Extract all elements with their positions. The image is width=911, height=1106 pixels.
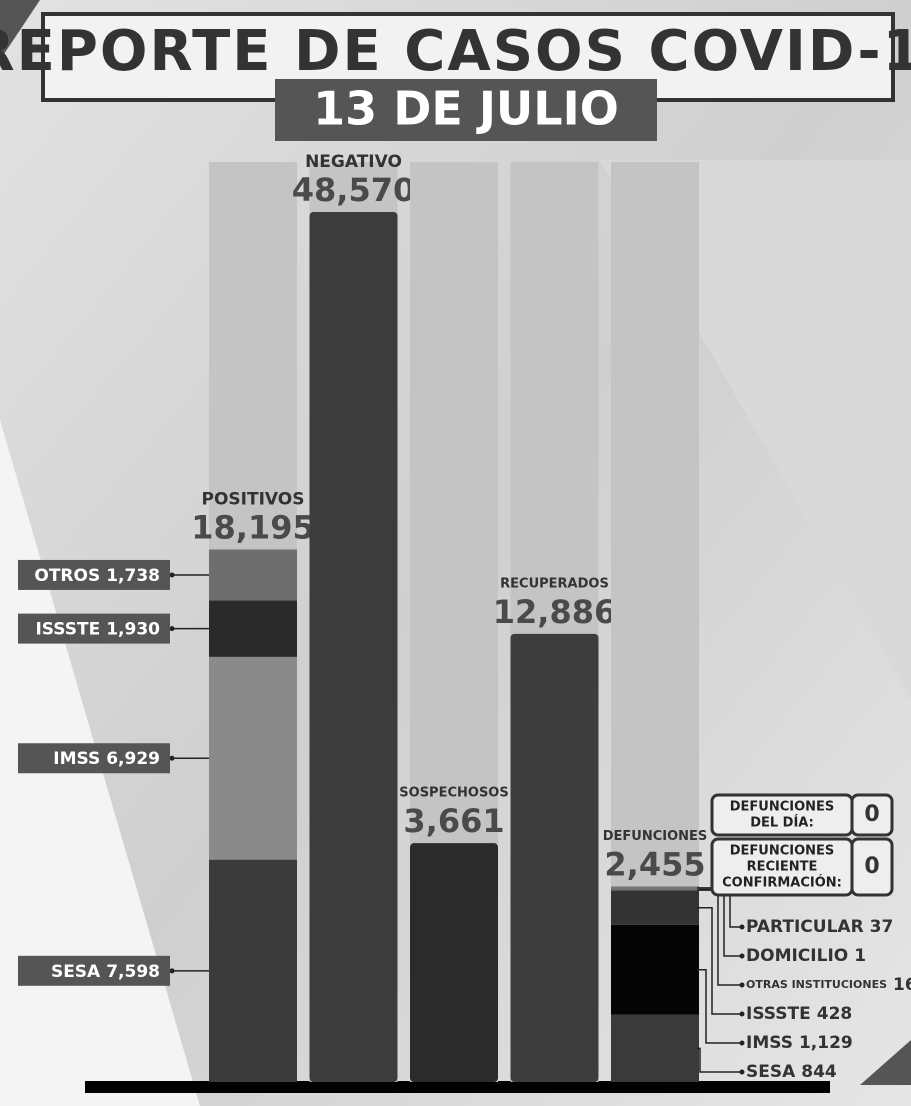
bar-value: 2,455 [604, 845, 705, 883]
table-value: 0 [864, 854, 879, 879]
bar-name: NEGATIVO [305, 152, 402, 172]
bar-name: SOSPECHOSOS [399, 786, 508, 801]
leader-dot [739, 924, 745, 930]
label-name: OTRAS INSTITUCIONES [746, 978, 887, 991]
decor [860, 1040, 911, 1085]
label-name: PARTICULAR [746, 917, 864, 937]
bar-segment [611, 924, 699, 1015]
label-name: SESA [746, 1062, 796, 1082]
label-value: 37 [870, 917, 894, 937]
bar-segment [611, 890, 699, 925]
bar-name: POSITIVOS [202, 490, 305, 510]
leader-dot [169, 572, 175, 578]
label-box [18, 955, 170, 986]
bar-segment [611, 1014, 699, 1082]
bar [510, 633, 599, 1082]
label-value: 1,930 [106, 620, 160, 640]
bar-value: 3,661 [403, 802, 504, 840]
label-value: 1,738 [106, 566, 160, 586]
baseline [85, 1081, 830, 1093]
leader-dot [169, 755, 175, 761]
label-value: 428 [817, 1004, 853, 1024]
segment-label: SESA 844 [746, 1062, 837, 1082]
segment-label: ISSSTE 428 [746, 1004, 852, 1024]
label-value: 16 [893, 975, 911, 995]
leader-dot [739, 953, 745, 959]
segment-label: OTROS 1,738 [34, 566, 160, 586]
leader-line [697, 969, 742, 1044]
label-name: ISSSTE [35, 620, 100, 640]
title: REPORTE DE CASOS COVID-19 [0, 19, 911, 84]
label-name: OTROS [34, 566, 100, 586]
table-label: DEFUNCIONES [730, 800, 835, 815]
bar [309, 212, 398, 1082]
label-name: IMSS [746, 1033, 793, 1053]
label-value: 844 [801, 1062, 837, 1082]
leader-line [697, 1047, 742, 1073]
table-value: 0 [864, 802, 879, 827]
leader-line [697, 907, 742, 1015]
subtitle: 13 DE JULIO [313, 82, 619, 136]
bar-name: DEFUNCIONES [603, 829, 708, 844]
leader-dot [739, 1069, 745, 1075]
bar-segment [209, 859, 297, 1082]
label-value: 7,598 [106, 962, 160, 982]
label-box [18, 613, 170, 644]
table-cell [850, 793, 894, 837]
bar-segment [611, 889, 699, 891]
segment-label: IMSS 6,929 [53, 749, 160, 769]
leader-dot [739, 1011, 745, 1017]
table-label: DEFUNCIONES [730, 844, 835, 859]
bar-value: 48,570 [292, 171, 415, 209]
label-name: DOMICILIO [746, 946, 848, 966]
label-name: IMSS [53, 749, 100, 769]
label-box [18, 559, 170, 590]
segment-label: IMSS 1,129 [746, 1033, 853, 1053]
label-box [18, 743, 170, 774]
segment-label: PARTICULAR 37 [746, 917, 893, 937]
bar-segment [209, 600, 297, 657]
leader-dot [739, 982, 745, 988]
bar-segment [209, 549, 297, 601]
label-value: 1 [854, 946, 866, 966]
bar [410, 843, 498, 1082]
table-label: RECIENTE [747, 860, 818, 875]
segment-label: ISSSTE 1,930 [35, 620, 160, 640]
leader-dot [169, 968, 175, 974]
bar-segment [209, 656, 297, 860]
bar-value: 12,886 [493, 593, 616, 631]
segment-label: DOMICILIO 1 [746, 946, 866, 966]
table-label: CONFIRMACIÓN: [722, 875, 842, 891]
label-name: ISSSTE [746, 1004, 811, 1024]
subtitle-box [275, 79, 657, 141]
leader-dot [169, 626, 175, 632]
bar-segment [611, 886, 699, 890]
leader-line [697, 888, 742, 957]
table-cell [850, 837, 894, 897]
segment-label: OTRAS INSTITUCIONES 16 [746, 975, 911, 995]
leader-dot [739, 1040, 745, 1046]
label-value: 1,129 [799, 1033, 853, 1053]
bar-name: RECUPERADOS [500, 576, 609, 591]
label-value: 6,929 [106, 749, 160, 769]
bar-value: 18,195 [191, 509, 314, 547]
label-name: SESA [51, 962, 101, 982]
table-label: DEL DÍA: [750, 815, 814, 831]
segment-label: SESA 7,598 [51, 962, 160, 982]
decor [0, 0, 40, 60]
